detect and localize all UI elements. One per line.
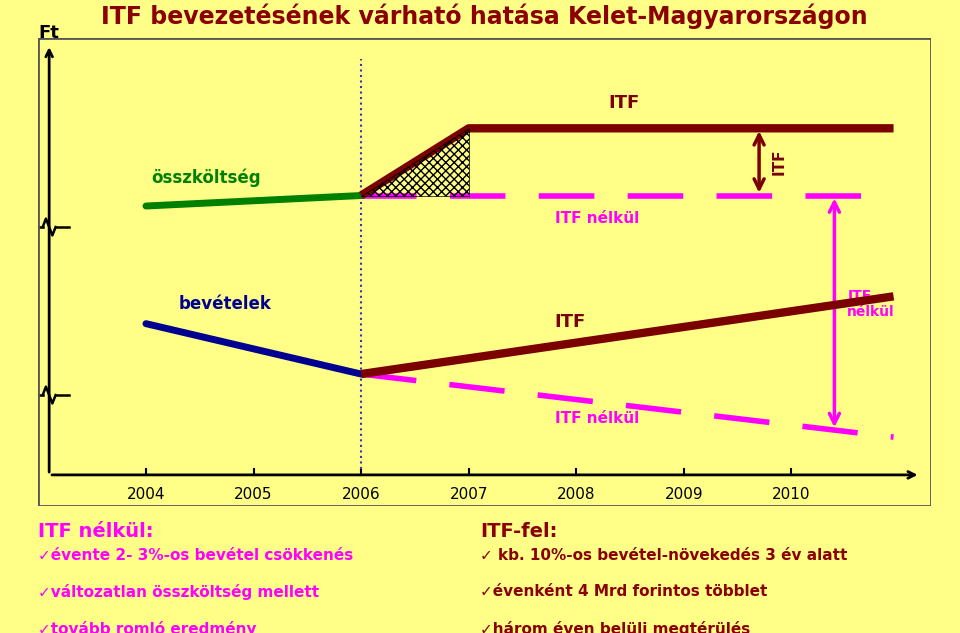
Text: 2005: 2005	[234, 487, 273, 503]
Text: ✓ kb. 10%-os bevétel-növekedés 3 év alatt: ✓ kb. 10%-os bevétel-növekedés 3 év alat…	[480, 548, 848, 563]
Text: Ft: Ft	[38, 24, 60, 42]
Text: 2008: 2008	[557, 487, 595, 503]
Text: ✓évenként 4 Mrd forintos többlet: ✓évenként 4 Mrd forintos többlet	[480, 584, 767, 599]
Text: ✓három éven belüli megtérülés: ✓három éven belüli megtérülés	[480, 621, 751, 633]
Text: ITF nélkül: ITF nélkül	[555, 411, 639, 425]
Text: ITF: ITF	[609, 94, 639, 112]
Text: 2004: 2004	[127, 487, 165, 503]
Text: összköltség: összköltség	[152, 168, 261, 187]
Text: ITF
nélkül: ITF nélkül	[848, 289, 895, 320]
Text: 2010: 2010	[772, 487, 810, 503]
Text: ITF nélkül: ITF nélkül	[555, 211, 639, 226]
Text: 2009: 2009	[664, 487, 703, 503]
Text: ITF: ITF	[772, 149, 787, 175]
Text: 2007: 2007	[449, 487, 488, 503]
Text: 2006: 2006	[342, 487, 380, 503]
Text: ✓változatlan összköltség mellett: ✓változatlan összköltség mellett	[38, 584, 320, 600]
Text: bevételek: bevételek	[179, 295, 271, 313]
Text: ✓évente 2- 3%-os bevétel csökkenés: ✓évente 2- 3%-os bevétel csökkenés	[38, 548, 353, 563]
Text: ✓tovább romló eredmény: ✓tovább romló eredmény	[38, 621, 257, 633]
Title: ITF bevezetésének várható hatása Kelet-Magyarországon: ITF bevezetésének várható hatása Kelet-M…	[102, 4, 868, 29]
Text: ITF: ITF	[555, 313, 586, 330]
Bar	[38, 38, 931, 506]
Text: ITF-fel:: ITF-fel:	[480, 522, 558, 541]
Text: ITF nélkül:: ITF nélkül:	[38, 522, 154, 541]
